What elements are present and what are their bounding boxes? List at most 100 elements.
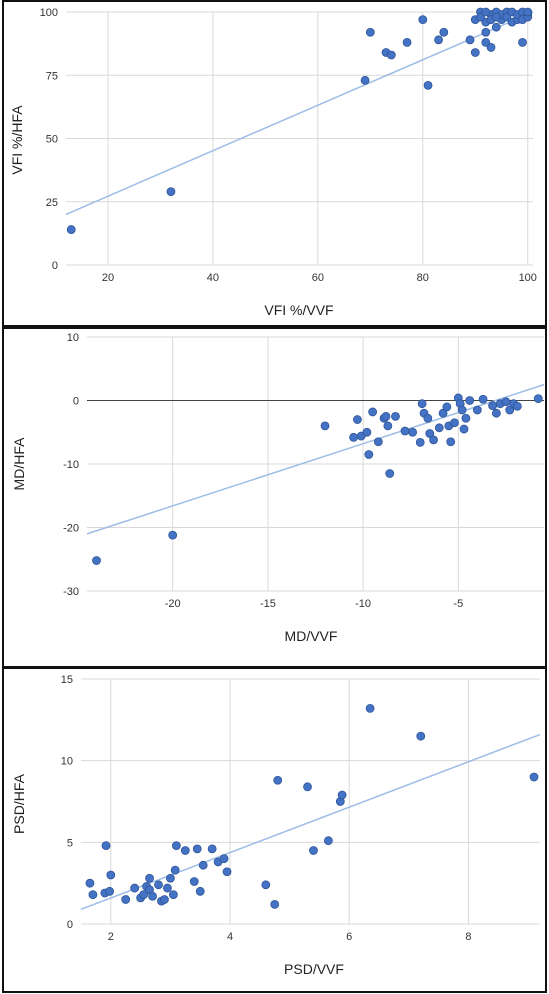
data-point: [502, 12, 512, 22]
data-point: [360, 75, 370, 85]
data-point: [385, 469, 395, 478]
data-point: [486, 43, 496, 52]
data-point: [465, 35, 475, 45]
data-point: [439, 27, 449, 37]
data-point: [481, 27, 491, 37]
x-tick-label: -10: [355, 598, 371, 610]
data-point: [85, 878, 95, 888]
y-tick-label: 50: [46, 134, 58, 146]
x-axis-label: MD/VVF: [285, 628, 338, 644]
y-tick-label: 100: [40, 7, 58, 19]
data-point: [434, 423, 444, 433]
data-point: [408, 427, 418, 437]
y-axis-label: VFI %/HFA: [9, 105, 25, 175]
trendline: [86, 383, 545, 535]
trendline: [65, 11, 534, 216]
data-point: [442, 402, 452, 412]
data-point: [130, 883, 140, 893]
y-tick-label: -20: [63, 523, 79, 535]
data-point: [166, 187, 176, 197]
data-point: [488, 401, 497, 410]
trendline: [80, 733, 541, 911]
data-point: [337, 790, 347, 800]
data-point: [481, 7, 491, 17]
x-tick-label: 80: [417, 272, 429, 284]
x-tick-label: 40: [207, 272, 219, 284]
data-point: [273, 775, 283, 785]
data-point: [368, 407, 378, 417]
data-point: [383, 421, 393, 431]
data-point: [402, 37, 412, 47]
data-point: [518, 37, 527, 47]
data-point: [505, 405, 515, 415]
x-axis-label: VFI %/VVF: [264, 302, 333, 318]
data-point: [457, 405, 467, 415]
data-point: [373, 437, 383, 447]
data-point: [481, 37, 491, 47]
data-point: [261, 880, 271, 890]
data-point: [320, 421, 330, 431]
scatter-plot-vfi: 20 40 60 80 100 0 25 50 75 100 VFI %/VVF VFI %/HFA: [9, 7, 537, 318]
data-point: [434, 35, 443, 45]
data-point: [154, 880, 163, 890]
data-point: [192, 844, 202, 854]
data-point: [429, 435, 438, 445]
y-tick-label: 0: [67, 919, 73, 931]
x-tick-label: -15: [260, 598, 276, 610]
data-point: [459, 424, 469, 434]
x-tick-label: 100: [519, 272, 537, 284]
chart-panel-vfi: 20 40 60 80 100 0 25 50 75 100 VFI %/VVF VFI %/HFA: [2, 0, 547, 327]
data-point: [180, 846, 190, 855]
data-point: [168, 890, 178, 900]
data-point: [160, 895, 169, 904]
data-point: [381, 411, 391, 421]
data-point: [470, 48, 480, 57]
data-point: [195, 886, 205, 896]
data-point: [362, 427, 372, 437]
data-point: [309, 846, 318, 855]
data-point: [465, 396, 475, 405]
data-point: [478, 394, 488, 404]
data-point: [415, 438, 425, 447]
x-tick-label: 2: [108, 931, 114, 943]
x-tick-label: -20: [165, 598, 181, 610]
data-point: [491, 22, 501, 32]
data-point: [101, 841, 111, 851]
data-point: [472, 405, 482, 415]
data-point: [461, 413, 471, 423]
data-point: [166, 873, 175, 883]
data-point: [450, 418, 459, 428]
data-point: [198, 860, 208, 870]
y-tick-label: 75: [46, 70, 58, 82]
data-point: [148, 891, 157, 901]
data-point: [364, 450, 374, 459]
data-point: [349, 432, 358, 442]
data-point: [219, 854, 229, 864]
data-point: [425, 429, 435, 438]
x-tick-label: -5: [453, 598, 463, 610]
y-tick-label: 15: [61, 674, 73, 686]
x-tick-label: 6: [346, 931, 352, 943]
data-point: [416, 731, 426, 741]
x-axis-label: PSD/VVF: [284, 961, 344, 977]
data-point: [446, 437, 456, 447]
y-tick-label: 0: [73, 396, 79, 408]
data-point: [303, 782, 312, 792]
data-point: [491, 408, 501, 418]
chart-panel-psd: 2 4 6 8 0 5 10 15 PSD/VVF PSD/HFA: [2, 667, 547, 993]
data-point: [270, 899, 280, 909]
data-point: [512, 401, 522, 411]
data-point: [391, 411, 400, 421]
data-point: [533, 394, 543, 403]
data-point: [365, 27, 375, 37]
data-point: [491, 12, 501, 22]
y-tick-label: -10: [63, 459, 79, 471]
data-point: [423, 80, 433, 90]
y-tick-label: 0: [52, 260, 58, 272]
data-point: [170, 865, 180, 875]
x-tick-label: 60: [312, 272, 324, 284]
y-tick-label: 10: [61, 756, 73, 768]
x-tick-label: 20: [102, 272, 114, 284]
scatter-plot-md: -20 -15 -10 -5 -30 -20 -10 0 10 MD/VVF MD/HFA: [11, 332, 545, 644]
data-point: [168, 530, 178, 540]
